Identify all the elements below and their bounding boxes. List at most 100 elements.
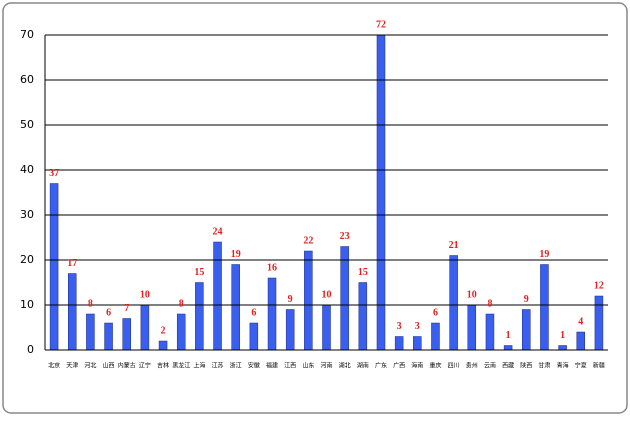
x-tick-label: 河南	[320, 362, 332, 370]
value-label: 23	[340, 231, 350, 242]
x-tick-label: 甘肃	[538, 362, 550, 370]
bar	[122, 318, 131, 351]
bar	[376, 35, 386, 351]
value-label: 3	[415, 321, 420, 332]
value-label: 19	[539, 249, 549, 260]
y-tick-label: 40	[20, 163, 34, 176]
x-tick-label: 西藏	[502, 362, 514, 370]
x-tick-label: 广东	[375, 362, 387, 370]
value-label: 6	[251, 307, 256, 318]
bar	[467, 304, 477, 351]
x-tick-label: 宁夏	[575, 362, 587, 370]
x-tick-label: 内蒙古	[118, 362, 136, 370]
value-label: 22	[303, 235, 313, 246]
x-tick-label: 浙江	[230, 362, 242, 370]
bar	[49, 183, 59, 351]
x-tick-label: 重庆	[429, 362, 441, 370]
x-tick-label: 福建	[266, 362, 278, 370]
bar	[340, 246, 349, 351]
value-label: 8	[88, 298, 93, 309]
bar	[158, 340, 168, 351]
x-tick-label: 新疆	[593, 362, 605, 370]
bar	[503, 345, 513, 351]
value-label: 15	[358, 267, 368, 278]
bar	[285, 309, 295, 351]
value-label: 3	[397, 321, 402, 332]
value-label: 1	[560, 330, 565, 341]
value-label: 4	[578, 316, 583, 327]
x-tick-label: 山东	[302, 362, 314, 370]
x-tick-label: 安徽	[248, 362, 260, 370]
x-tick-label: 云南	[484, 362, 496, 370]
value-label: 19	[231, 249, 241, 260]
bar	[67, 273, 77, 351]
value-label: 8	[179, 298, 184, 309]
bar	[249, 322, 259, 351]
value-label: 6	[106, 307, 111, 318]
bar	[522, 309, 531, 351]
value-label: 2	[161, 325, 166, 336]
value-label: 8	[487, 298, 492, 309]
x-tick-label: 北京	[48, 362, 60, 370]
x-tick-label: 江苏	[212, 362, 224, 370]
y-tick-label: 10	[20, 298, 34, 311]
bar	[576, 331, 586, 351]
value-label: 16	[267, 262, 277, 273]
x-tick-label: 四川	[448, 363, 460, 370]
x-tick-label: 陕西	[520, 362, 532, 370]
x-tick-label: 河北	[84, 362, 96, 370]
bar	[322, 304, 331, 351]
value-label: 10	[467, 289, 477, 300]
bar	[558, 345, 567, 351]
x-tick-label: 湖北	[339, 362, 351, 370]
bar	[431, 322, 440, 351]
value-label: 9	[524, 294, 529, 305]
bar	[540, 264, 549, 351]
value-label: 21	[449, 240, 459, 251]
bar	[86, 313, 95, 351]
value-label: 10	[322, 289, 332, 300]
value-label: 7	[124, 303, 129, 314]
value-label: 12	[594, 280, 604, 291]
bar	[104, 322, 113, 351]
value-label: 72	[376, 19, 386, 30]
x-tick-label: 山西	[103, 362, 115, 370]
bar	[485, 313, 495, 351]
value-label: 24	[213, 226, 223, 237]
value-label: 6	[433, 307, 438, 318]
value-label: 17	[67, 258, 77, 269]
x-tick-label: 湖南	[357, 362, 369, 370]
x-tick-label: 江西	[284, 363, 296, 370]
y-tick-label: 50	[20, 118, 34, 131]
value-label: 9	[288, 294, 293, 305]
y-tick-label: 60	[20, 73, 34, 86]
x-tick-label: 贵州	[466, 362, 478, 370]
bar	[449, 255, 458, 351]
bar	[358, 282, 368, 351]
value-label: 1	[506, 330, 511, 341]
bar	[267, 277, 277, 351]
bar	[304, 250, 313, 351]
bar	[213, 241, 222, 351]
y-tick-label: 0	[27, 343, 34, 356]
y-tick-label: 20	[20, 253, 34, 266]
x-tick-label: 青海	[557, 362, 569, 370]
bar	[140, 304, 150, 351]
x-tick-label: 上海	[193, 362, 205, 370]
value-label: 10	[140, 289, 150, 300]
x-tick-label: 海南	[411, 362, 423, 370]
value-label: 37	[49, 168, 59, 179]
x-tick-label: 天津	[66, 363, 78, 370]
y-tick-label: 30	[20, 208, 34, 221]
y-tick-label: 70	[20, 28, 34, 41]
bar	[195, 282, 204, 351]
bar	[394, 336, 404, 351]
bar	[594, 295, 604, 351]
x-tick-label: 广西	[393, 362, 405, 370]
value-label: 15	[194, 267, 204, 278]
bar	[176, 313, 186, 351]
chart-frame	[2, 2, 628, 414]
x-tick-label: 辽宁	[139, 362, 151, 370]
x-tick-label: 吉林	[157, 362, 169, 370]
